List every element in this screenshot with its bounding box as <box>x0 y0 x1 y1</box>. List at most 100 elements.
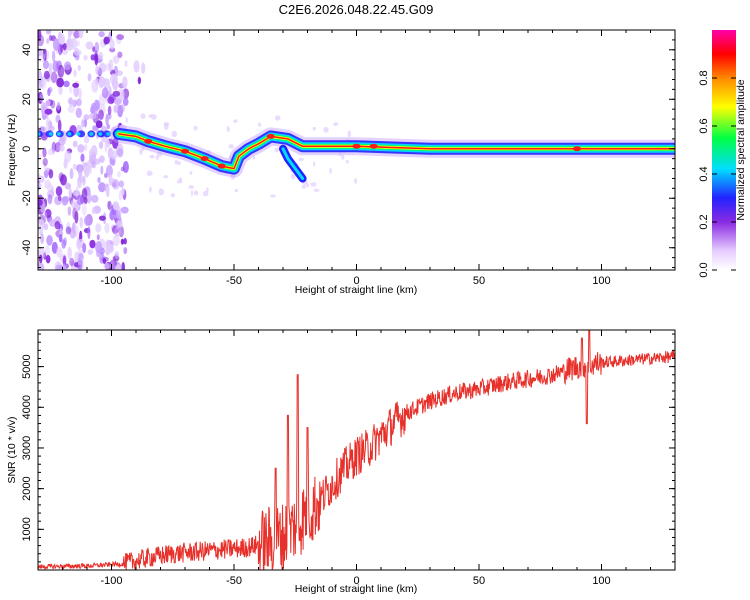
noise-blob <box>39 126 45 132</box>
noise-blob <box>45 50 50 60</box>
noise-band-core <box>76 132 81 136</box>
noise-blob <box>104 222 110 234</box>
noise-blob <box>98 182 106 193</box>
snr-x-tick-label: -100 <box>100 575 122 587</box>
noise-blob <box>51 149 55 155</box>
noise-blob-faint <box>306 183 310 188</box>
noise-blob <box>107 200 112 211</box>
noise-blob <box>43 70 51 80</box>
noise-blob <box>72 207 77 220</box>
noise-blob-faint <box>338 151 341 157</box>
noise-blob-faint <box>233 119 238 123</box>
noise-blob <box>52 38 60 51</box>
noise-blob <box>83 54 88 61</box>
noise-blob <box>72 82 80 88</box>
noise-blob <box>43 211 48 221</box>
snr-y-tick-label: 4000 <box>21 395 33 419</box>
noise-blob <box>91 194 99 203</box>
snr-x-tick-label: 100 <box>592 575 610 587</box>
noise-blob-faint <box>141 146 145 151</box>
noise-blob <box>123 237 127 245</box>
noise-blob <box>98 109 104 121</box>
noise-blob-faint <box>188 185 195 189</box>
noise-blob <box>55 186 63 197</box>
ridge-peak <box>217 163 226 169</box>
noise-blob <box>39 93 44 103</box>
noise-blob <box>124 60 128 68</box>
noise-blob <box>63 61 72 71</box>
noise-blob <box>58 144 65 152</box>
noise-blob <box>118 190 123 201</box>
spectrogram-y-tick-label: -40 <box>21 240 33 256</box>
noise-blob <box>57 119 62 132</box>
noise-blob <box>81 119 85 128</box>
noise-blob <box>81 161 88 168</box>
noise-blob <box>112 55 120 64</box>
noise-blob <box>81 187 88 200</box>
noise-blob <box>73 69 77 78</box>
noise-blob <box>83 114 90 121</box>
noise-band-core <box>56 132 61 136</box>
noise-blob <box>107 113 112 120</box>
noise-blob <box>54 195 62 206</box>
noise-blob <box>50 186 55 197</box>
colorbar: 0.0 0.2 0.4 0.6 0.8 Normalized spectral ampl… <box>698 30 747 278</box>
noise-blob <box>46 235 53 246</box>
noise-blob <box>73 49 82 56</box>
noise-blob-faint <box>298 157 305 161</box>
spectrogram-x-tick-label: 50 <box>473 275 485 287</box>
noise-blob-faint <box>345 159 349 164</box>
noise-blob <box>38 182 43 189</box>
colorbar-tick-label: 0.8 <box>698 70 710 85</box>
noise-blob <box>112 90 121 97</box>
noise-blob-faint <box>347 130 352 138</box>
noise-blob <box>98 31 105 38</box>
noise-blob <box>91 161 97 169</box>
noise-blob <box>121 261 126 270</box>
noise-blob-faint <box>229 155 232 160</box>
noise-blob-faint <box>310 182 317 187</box>
noise-blob <box>45 100 51 107</box>
noise-blob-faint <box>149 154 155 159</box>
noise-blob <box>45 30 52 35</box>
noise-blob <box>69 257 75 267</box>
colorbar-tick-label: 0.4 <box>698 166 710 181</box>
noise-blob <box>76 40 81 47</box>
noise-blob <box>87 165 93 175</box>
noise-blob-faint <box>139 148 143 155</box>
noise-blob <box>112 201 120 211</box>
noise-blob <box>79 216 84 229</box>
noise-blob-faint <box>111 177 115 183</box>
noise-blob <box>62 48 69 55</box>
ridge-peak <box>369 143 378 149</box>
noise-blob <box>83 118 88 128</box>
noise-blob-faint <box>156 151 163 157</box>
noise-blob <box>122 76 128 89</box>
ridge-peak <box>200 156 209 162</box>
noise-blob <box>58 233 63 243</box>
noise-blob <box>98 51 104 60</box>
spectrogram-frame <box>37 29 676 271</box>
noise-blob-faint <box>257 122 262 127</box>
noise-blob-faint <box>234 188 239 193</box>
noise-blob <box>107 243 115 253</box>
noise-blob <box>87 73 92 82</box>
noise-band-blob <box>77 130 86 138</box>
noise-blob <box>47 88 51 97</box>
noise-blob <box>115 70 124 76</box>
noise-blob <box>59 228 63 236</box>
noise-blob <box>38 30 42 42</box>
chart-title: C2E6.2026.048.22.45.G09 <box>279 2 434 17</box>
noise-blob <box>64 182 72 190</box>
colorbar-gradient <box>712 30 736 270</box>
noise-blob <box>101 87 109 99</box>
noise-blob <box>72 163 78 170</box>
noise-blob-faint <box>323 126 329 133</box>
noise-blob <box>90 54 96 61</box>
noise-blob <box>46 38 50 45</box>
noise-blob <box>108 59 114 72</box>
noise-blob <box>58 85 63 96</box>
noise-blob-faint <box>178 177 183 182</box>
noise-blob <box>133 60 140 73</box>
